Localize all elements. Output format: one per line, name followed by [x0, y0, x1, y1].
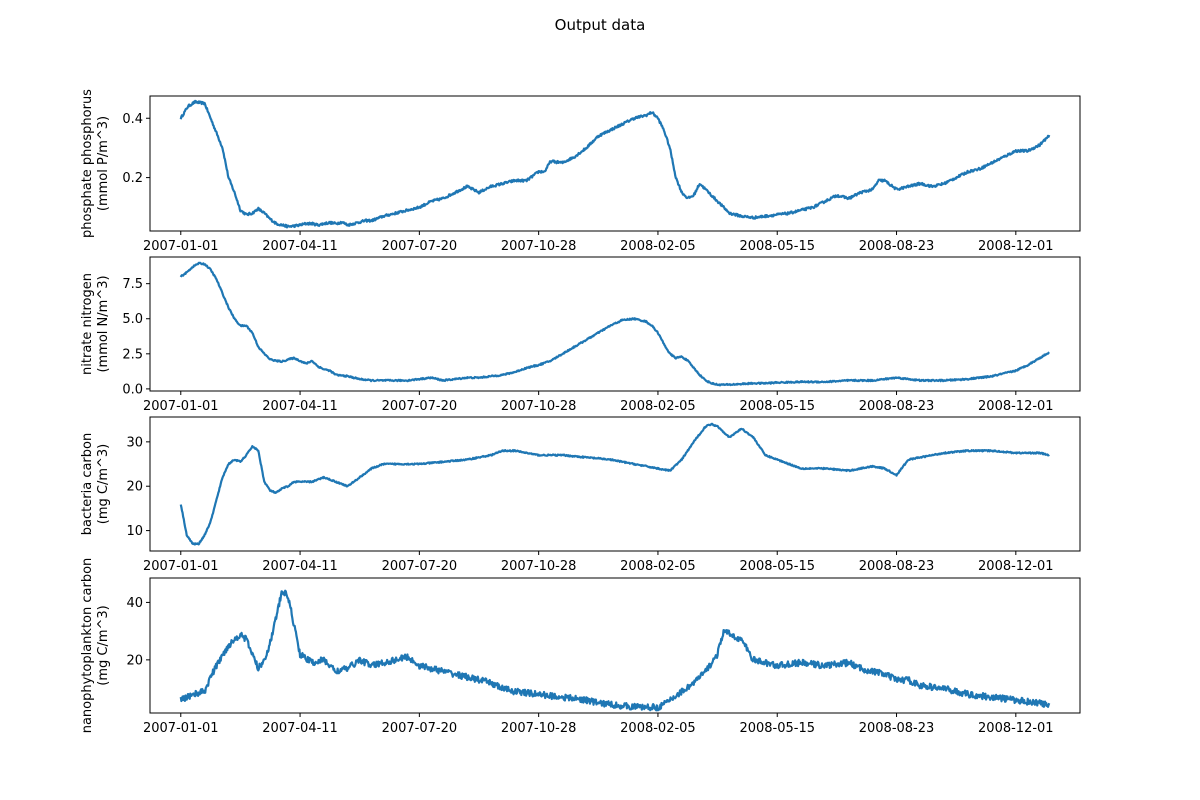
- y-axis-label-line: bacteria carbon: [80, 433, 95, 535]
- y-axis-label-line: (mg C/m^3): [96, 605, 111, 685]
- x-tick-label: 2007-01-01: [143, 721, 219, 736]
- x-tick-label: 2007-10-28: [501, 399, 577, 414]
- x-tick-label: 2008-02-05: [620, 239, 696, 254]
- series-line-phosphate: [179, 99, 1051, 229]
- y-tick-label: 0.2: [122, 171, 143, 186]
- x-tick-label: 2007-10-28: [501, 239, 577, 254]
- y-tick-label: 30: [126, 435, 143, 450]
- x-tick-label: 2007-07-20: [382, 399, 458, 414]
- x-tick-label: 2007-07-20: [382, 559, 458, 574]
- x-tick-label: 2008-12-01: [978, 559, 1054, 574]
- x-tick-label: 2007-10-28: [501, 721, 577, 736]
- y-tick-label: 20: [126, 480, 143, 495]
- subplot-bacteria: 10 20 30 2007-01-01 2007-04-11 2007-07-20 2007…: [80, 416, 1081, 574]
- axes-frame: [149, 577, 1081, 714]
- y-tick-label: 2.5: [122, 347, 143, 362]
- x-tick-label: 2007-10-28: [501, 559, 577, 574]
- x-tick-label: 2008-12-01: [978, 399, 1054, 414]
- y-axis-label-line: (mmol N/m^3): [96, 275, 111, 372]
- x-tick-label: 2007-01-01: [143, 559, 219, 574]
- y-axis-label-line: (mg C/m^3): [96, 444, 111, 524]
- y-axis-label-line: nanophytoplankton carbon: [80, 558, 95, 734]
- series-line-bacteria: [179, 422, 1050, 546]
- y-tick-label: 7.5: [122, 277, 143, 292]
- subplots: 0.2 0.4 2007-01-01 2007-04-11 2007-07-20 2007…: [80, 89, 1081, 736]
- y-axis-label: nanophytoplankton carbon(mg C/m^3): [80, 558, 111, 734]
- x-tick-label: 2007-01-01: [143, 399, 219, 414]
- x-tick-label: 2007-04-11: [262, 399, 338, 414]
- y-tick-label: 20: [126, 653, 143, 668]
- x-tick-label: 2008-12-01: [978, 721, 1054, 736]
- subplot-nanophytoplankton: 20 40 2007-01-01 2007-04-11 2007-07-20 2007-1…: [80, 558, 1081, 736]
- y-tick-label: 5.0: [122, 312, 143, 327]
- x-tick-label: 2008-02-05: [620, 559, 696, 574]
- x-tick-label: 2007-07-20: [382, 239, 458, 254]
- series-line-nanophytoplankton: [179, 589, 1051, 712]
- x-tick-label: 2007-04-11: [262, 721, 338, 736]
- y-tick-label: 10: [126, 524, 143, 539]
- x-tick-label: 2007-07-20: [382, 721, 458, 736]
- y-axis-label: nitrate nitrogen(mmol N/m^3): [80, 273, 111, 375]
- subplot-nitrate: 0.0 2.5 5.0 7.5 2007-01-01 2007-04-11 2007-07-…: [80, 256, 1081, 414]
- x-tick-label: 2008-05-15: [739, 721, 815, 736]
- x-tick-label: 2007-01-01: [143, 239, 219, 254]
- x-tick-label: 2008-05-15: [739, 559, 815, 574]
- axes-frame: [149, 95, 1081, 232]
- y-axis-label-line: nitrate nitrogen: [80, 273, 95, 375]
- series-line-nitrate: [179, 261, 1050, 387]
- x-tick-label: 2008-05-15: [739, 239, 815, 254]
- y-axis-label-line: phosphate phosphorus: [80, 89, 95, 238]
- x-tick-label: 2008-02-05: [620, 399, 696, 414]
- x-tick-label: 2008-02-05: [620, 721, 696, 736]
- axes-frame: [149, 256, 1081, 392]
- subplot-phosphate: 0.2 0.4 2007-01-01 2007-04-11 2007-07-20 2007…: [80, 89, 1081, 254]
- axes-frame: [149, 416, 1081, 552]
- y-axis-label-line: (mmol P/m^3): [96, 116, 111, 211]
- y-tick-label: 40: [126, 596, 143, 611]
- x-tick-label: 2008-08-23: [859, 559, 935, 574]
- y-axis-label: bacteria carbon(mg C/m^3): [80, 433, 111, 535]
- x-tick-label: 2008-08-23: [859, 239, 935, 254]
- x-tick-label: 2007-04-11: [262, 239, 338, 254]
- x-tick-label: 2008-08-23: [859, 721, 935, 736]
- y-axis-label: phosphate phosphorus(mmol P/m^3): [80, 89, 111, 238]
- figure-title: Output data: [555, 16, 646, 34]
- x-tick-label: 2008-08-23: [859, 399, 935, 414]
- x-tick-label: 2008-05-15: [739, 399, 815, 414]
- y-tick-label: 0.4: [122, 112, 143, 127]
- y-tick-label: 0.0: [122, 382, 143, 397]
- x-tick-label: 2007-04-11: [262, 559, 338, 574]
- x-tick-label: 2008-12-01: [978, 239, 1054, 254]
